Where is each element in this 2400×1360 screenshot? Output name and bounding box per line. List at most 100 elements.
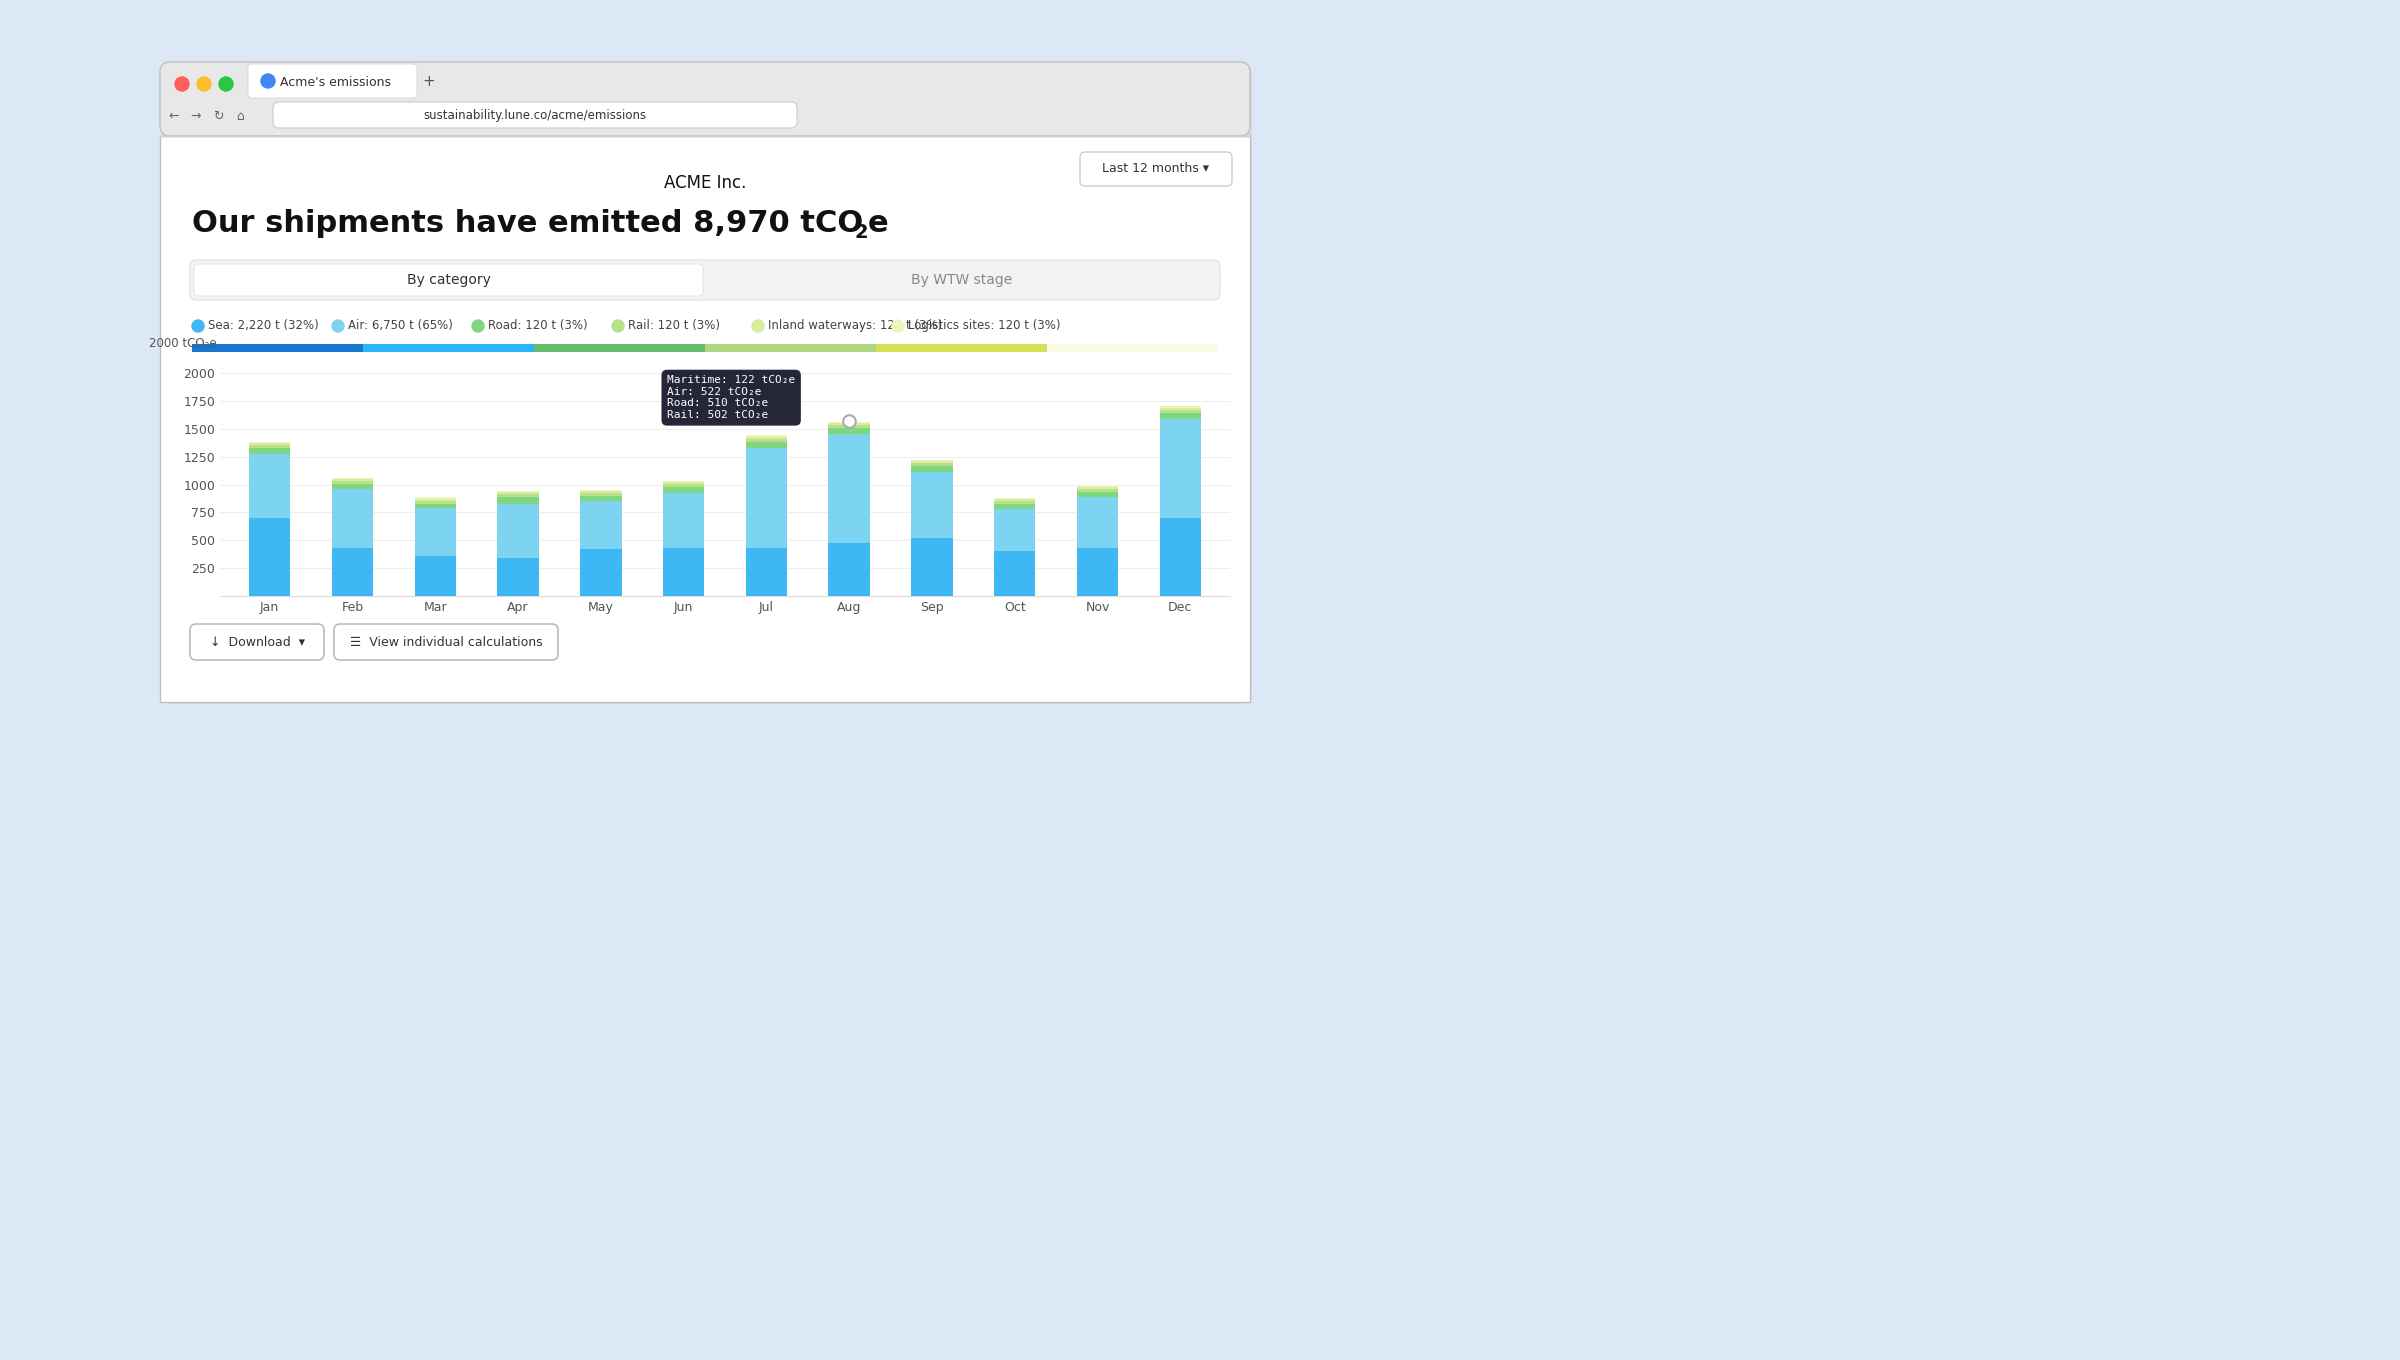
Text: Logistics sites: 120 t (3%): Logistics sites: 120 t (3%) xyxy=(907,320,1061,332)
Text: ↻: ↻ xyxy=(214,110,223,122)
FancyBboxPatch shape xyxy=(247,64,418,98)
Bar xyxy=(912,462,953,466)
Circle shape xyxy=(262,73,276,88)
Text: Inland waterways: 120 t (3%): Inland waterways: 120 t (3%) xyxy=(768,320,943,332)
Text: ⌂: ⌂ xyxy=(235,110,245,122)
Text: Maritime: 122 tCO₂e
Air: 522 tCO₂e
Road: 510 tCO₂e
Rail: 502 tCO₂e: Maritime: 122 tCO₂e Air: 522 tCO₂e Road:… xyxy=(667,375,794,420)
Bar xyxy=(1078,487,1118,488)
Bar xyxy=(1078,496,1118,548)
Bar xyxy=(994,505,1034,509)
Bar xyxy=(581,549,622,596)
Text: +: + xyxy=(422,75,434,90)
Bar xyxy=(331,548,372,596)
Circle shape xyxy=(751,320,763,332)
Bar xyxy=(912,461,953,462)
Bar xyxy=(161,136,1250,702)
Bar xyxy=(662,494,703,548)
Bar xyxy=(415,503,456,509)
Bar xyxy=(331,490,372,548)
Circle shape xyxy=(197,78,211,91)
Bar xyxy=(994,499,1034,500)
Text: Air: 6,750 t (65%): Air: 6,750 t (65%) xyxy=(348,320,454,332)
Bar xyxy=(1159,419,1200,518)
Bar xyxy=(828,423,869,426)
Bar xyxy=(994,500,1034,505)
Bar xyxy=(581,502,622,549)
Bar xyxy=(581,491,622,494)
Circle shape xyxy=(893,320,905,332)
Text: Acme's emissions: Acme's emissions xyxy=(281,76,391,88)
Bar xyxy=(1159,412,1200,419)
Bar xyxy=(746,548,787,596)
Bar xyxy=(415,556,456,596)
Bar xyxy=(994,509,1034,551)
Bar xyxy=(331,481,372,484)
Text: Our shipments have emitted 8,970 tCO: Our shipments have emitted 8,970 tCO xyxy=(192,209,864,238)
Bar xyxy=(662,484,703,487)
Text: By category: By category xyxy=(406,273,490,287)
Text: ACME Inc.: ACME Inc. xyxy=(665,174,746,192)
Bar xyxy=(581,496,622,502)
Bar xyxy=(746,447,787,548)
Bar xyxy=(362,344,533,352)
Text: ☰  View individual calculations: ☰ View individual calculations xyxy=(350,635,542,649)
Bar xyxy=(497,558,538,596)
Text: Last 12 months ▾: Last 12 months ▾ xyxy=(1102,162,1210,175)
Text: →: → xyxy=(190,110,202,122)
Bar xyxy=(415,509,456,556)
Bar xyxy=(828,426,869,428)
Bar xyxy=(994,551,1034,596)
Circle shape xyxy=(473,320,485,332)
FancyBboxPatch shape xyxy=(190,624,324,660)
Bar xyxy=(746,437,787,438)
Text: Rail: 120 t (3%): Rail: 120 t (3%) xyxy=(629,320,720,332)
Bar xyxy=(662,487,703,494)
FancyBboxPatch shape xyxy=(1080,152,1231,186)
Bar xyxy=(415,500,456,503)
Bar xyxy=(250,445,290,449)
Text: 2: 2 xyxy=(854,223,869,242)
Bar xyxy=(1159,409,1200,412)
Bar xyxy=(662,483,703,484)
Circle shape xyxy=(218,78,233,91)
Bar xyxy=(1078,548,1118,596)
Bar xyxy=(1159,518,1200,596)
Text: sustainability.lune.co/acme/emissions: sustainability.lune.co/acme/emissions xyxy=(422,109,646,121)
Bar xyxy=(533,344,706,352)
Bar xyxy=(912,472,953,539)
Bar xyxy=(828,434,869,543)
Bar xyxy=(828,543,869,596)
Circle shape xyxy=(192,320,204,332)
Bar xyxy=(331,479,372,481)
Bar xyxy=(746,438,787,442)
FancyBboxPatch shape xyxy=(194,264,703,296)
Bar xyxy=(912,539,953,596)
Bar xyxy=(1159,408,1200,409)
Circle shape xyxy=(612,320,624,332)
Circle shape xyxy=(331,320,343,332)
Bar xyxy=(746,442,787,447)
Bar xyxy=(912,466,953,472)
Text: Road: 120 t (3%): Road: 120 t (3%) xyxy=(487,320,588,332)
Bar xyxy=(250,454,290,518)
FancyBboxPatch shape xyxy=(190,260,1219,301)
Bar xyxy=(497,498,538,503)
Bar xyxy=(876,344,1046,352)
Bar xyxy=(415,499,456,500)
Bar xyxy=(1078,492,1118,496)
Bar xyxy=(1078,488,1118,492)
Bar xyxy=(1046,344,1219,352)
Bar xyxy=(497,503,538,558)
Text: Sea: 2,220 t (32%): Sea: 2,220 t (32%) xyxy=(209,320,319,332)
Bar xyxy=(828,428,869,434)
Bar xyxy=(497,492,538,494)
Text: By WTW stage: By WTW stage xyxy=(912,273,1013,287)
Bar xyxy=(497,494,538,498)
Text: ↓  Download  ▾: ↓ Download ▾ xyxy=(209,635,305,649)
FancyBboxPatch shape xyxy=(334,624,557,660)
Bar xyxy=(250,518,290,596)
Text: e: e xyxy=(869,209,888,238)
Circle shape xyxy=(175,78,190,91)
Text: ←: ← xyxy=(168,110,180,122)
Bar xyxy=(250,449,290,454)
